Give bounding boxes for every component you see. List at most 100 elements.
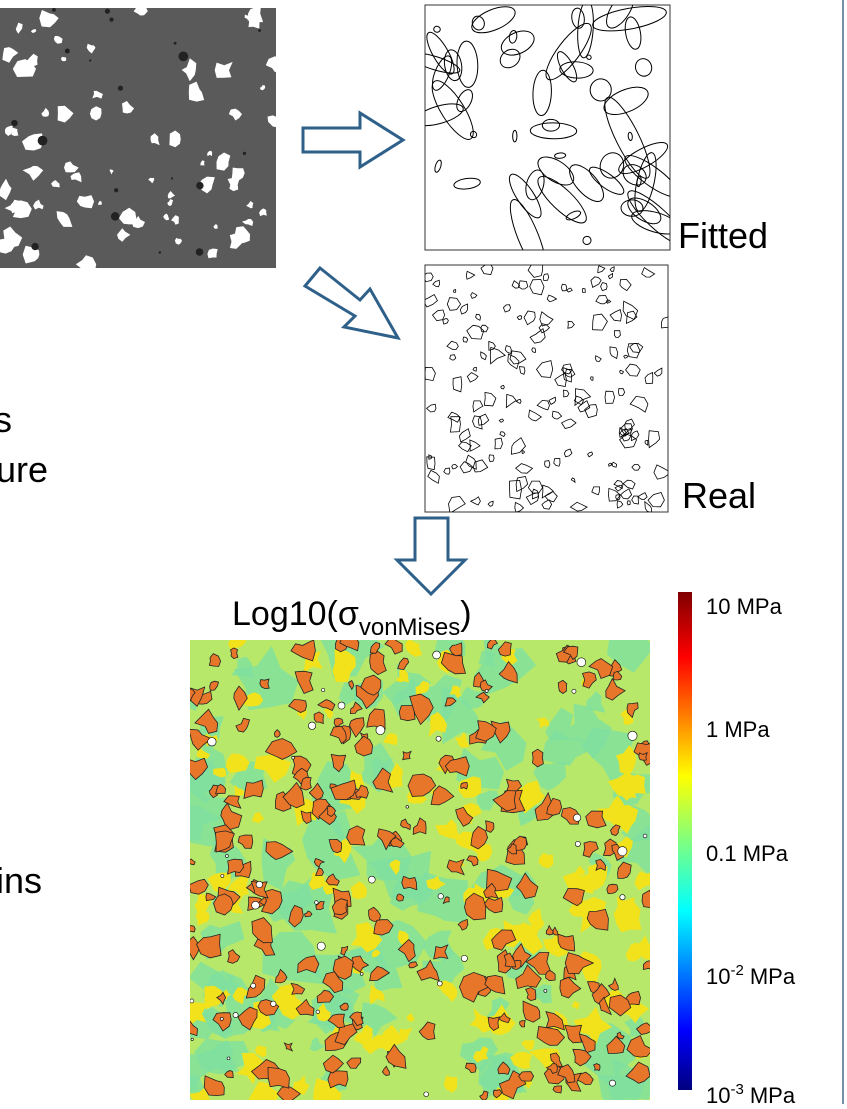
pore: [174, 42, 177, 45]
hole: [256, 881, 263, 888]
high-stress: [558, 680, 567, 693]
colorbar: [678, 592, 692, 1090]
hole: [316, 1010, 320, 1014]
hole: [618, 847, 627, 856]
hole: [208, 738, 216, 746]
left-text: ure: [0, 449, 48, 490]
hole: [436, 736, 441, 741]
hole: [572, 689, 576, 693]
arrow-right: [303, 113, 403, 167]
pore: [111, 212, 120, 221]
slide: s ure ins Fitted Real Log10(σvonMises) 1…: [0, 0, 847, 1104]
hole: [220, 1017, 223, 1020]
high-stress: [519, 1072, 534, 1082]
page: s ure ins Fitted Real Log10(σvonMises) 1…: [0, 0, 847, 1104]
stress-title: Log10(σvonMises): [232, 595, 472, 641]
hole: [437, 981, 442, 986]
pore: [243, 152, 246, 155]
hole: [609, 1080, 615, 1086]
colorbar-label: 0.1 MPa: [706, 841, 789, 866]
hole: [485, 689, 488, 692]
pore: [118, 86, 123, 91]
pore: [39, 139, 46, 146]
colorbar-labels: 10 MPa1 MPa0.1 MPa10-2MPa10-3MPa: [706, 594, 796, 1104]
high-stress: [594, 1064, 600, 1071]
hole: [643, 834, 647, 838]
pore: [31, 243, 38, 250]
hole: [577, 658, 586, 667]
colorbar-label: 10-3 MPa: [706, 1081, 796, 1104]
hole: [360, 972, 363, 975]
pore: [114, 188, 118, 192]
high-stress: [231, 648, 238, 659]
left-text: s: [0, 399, 12, 440]
title-sub: vonMises: [359, 614, 460, 641]
hole: [251, 983, 256, 988]
hole: [438, 894, 443, 899]
left-text: ins: [0, 860, 42, 901]
pore: [11, 120, 18, 127]
high-stress: [402, 876, 417, 889]
hole: [308, 722, 315, 729]
hole: [368, 876, 375, 883]
arrow-diagonal: [305, 268, 398, 338]
hole: [628, 731, 637, 740]
hole: [406, 806, 409, 809]
pore: [196, 182, 203, 189]
label-sup: -3: [730, 1081, 743, 1098]
pore: [109, 18, 113, 22]
hole: [191, 1038, 193, 1040]
high-stress: [532, 749, 543, 767]
label-base: 10: [706, 964, 730, 989]
hole: [233, 1012, 238, 1017]
hole: [461, 955, 467, 961]
hole: [190, 999, 194, 1003]
high-stress: [461, 783, 468, 789]
hole: [227, 1057, 230, 1060]
high-stress: [260, 679, 269, 688]
label-text: 1 MPa: [706, 717, 770, 742]
particle: [61, 57, 66, 62]
colorbar-label: 10-2 MPa: [706, 962, 796, 989]
hole: [292, 756, 295, 759]
hole: [271, 1001, 276, 1006]
hole: [433, 651, 441, 659]
label-text: 0.1 MPa: [706, 841, 789, 866]
hole: [252, 901, 260, 909]
pore: [171, 177, 173, 179]
high-stress: [188, 925, 196, 932]
pore: [52, 8, 56, 12]
fitted-label: Fitted: [678, 215, 768, 256]
hole: [573, 814, 580, 821]
hole: [315, 901, 319, 905]
hole: [620, 895, 625, 900]
pore: [89, 59, 91, 61]
label-base: 10: [706, 1083, 730, 1104]
pore: [258, 29, 261, 32]
pore: [105, 9, 110, 14]
hole: [575, 841, 580, 846]
pore: [196, 248, 204, 256]
label-unit: MPa: [750, 964, 796, 989]
pore: [178, 51, 188, 61]
label-unit: MPa: [750, 1083, 796, 1104]
colorbar-label: 1 MPa: [706, 717, 770, 742]
arrow-down: [397, 518, 465, 594]
particle: [207, 249, 217, 259]
hole: [424, 1092, 429, 1097]
label-sup: -2: [730, 962, 743, 979]
hole: [338, 702, 345, 709]
hole: [376, 726, 385, 735]
hole: [544, 989, 547, 992]
hole: [317, 942, 325, 950]
high-stress: [486, 821, 494, 833]
high-stress: [244, 780, 263, 798]
pore: [65, 49, 70, 54]
hole: [322, 688, 325, 691]
hole: [221, 874, 224, 877]
colorbar-label: 10 MPa: [706, 594, 783, 619]
real-label: Real: [682, 475, 756, 516]
title-prefix: Log10(σ: [232, 595, 359, 633]
pore: [159, 251, 161, 253]
hole: [226, 855, 229, 858]
